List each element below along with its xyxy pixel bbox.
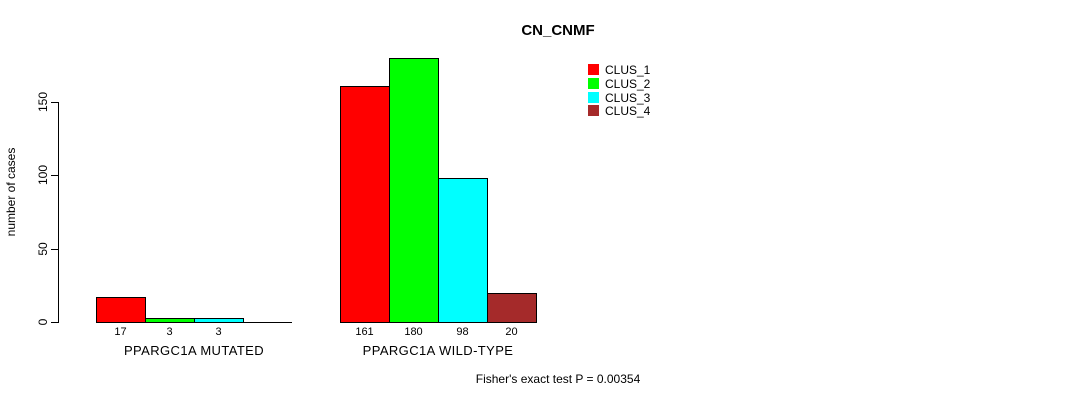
bar-value-label: 180 (404, 326, 423, 338)
annotation-pvalue: Fisher's exact test P = 0.00354 (475, 372, 641, 386)
bar-value-label: 3 (166, 326, 173, 338)
y-tick-label: 100 (36, 164, 50, 186)
legend-swatch (588, 105, 599, 116)
legend-label: CLUS_2 (605, 77, 651, 91)
y-tick-label: 0 (36, 318, 50, 326)
bar-value-label: 17 (114, 326, 127, 338)
group-label: PPARGC1A MUTATED (123, 343, 265, 358)
legend-label: CLUS_3 (605, 91, 651, 105)
bar-clus_2 (145, 318, 195, 323)
bar-clus_3 (194, 318, 244, 323)
y-axis-tick (51, 102, 58, 103)
legend-swatch (588, 92, 599, 103)
bar-clus_3 (438, 178, 488, 323)
bar-clus_1 (96, 297, 146, 323)
bar-value-label: 98 (456, 326, 469, 338)
bar-value-label: 3 (215, 326, 222, 338)
y-tick-label: 150 (36, 91, 50, 113)
y-tick-label: 50 (36, 242, 50, 256)
y-axis-tick (51, 249, 58, 250)
legend-label: CLUS_1 (605, 63, 651, 77)
chart-title: CN_CNMF (521, 22, 595, 39)
bar-clus_4 (487, 293, 537, 323)
legend-label: CLUS_4 (605, 104, 651, 118)
legend-swatch (588, 64, 599, 75)
bar-clus_2 (389, 58, 439, 323)
bar-value-label: 161 (355, 326, 374, 338)
y-axis-tick (51, 175, 58, 176)
y-axis-tick (51, 322, 58, 323)
y-axis-line (58, 102, 59, 323)
group-label: PPARGC1A WILD-TYPE (362, 343, 514, 358)
legend-swatch (588, 78, 599, 89)
bar-value-label: 20 (505, 326, 518, 338)
bar-clus_1 (340, 86, 390, 323)
